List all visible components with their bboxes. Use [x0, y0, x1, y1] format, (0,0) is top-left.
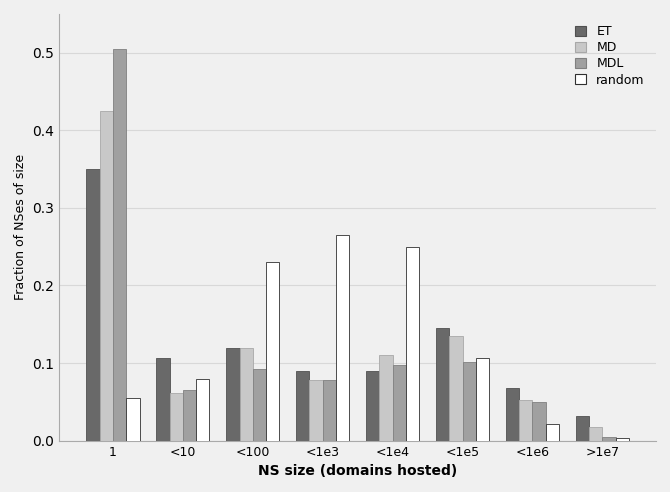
Bar: [296, 371, 310, 441]
Bar: [533, 402, 546, 441]
Bar: [336, 235, 349, 441]
Bar: [240, 347, 253, 441]
Bar: [170, 393, 183, 441]
Bar: [576, 416, 589, 441]
Bar: [546, 424, 559, 441]
Legend: ET, MD, MDL, random: ET, MD, MDL, random: [570, 20, 650, 92]
Bar: [323, 380, 336, 441]
Bar: [476, 358, 489, 441]
Bar: [196, 379, 210, 441]
Bar: [226, 347, 240, 441]
Bar: [406, 246, 419, 441]
Bar: [100, 111, 113, 441]
Y-axis label: Fraction of NSes of size: Fraction of NSes of size: [14, 154, 27, 300]
Bar: [589, 427, 602, 441]
Bar: [113, 49, 126, 441]
Bar: [266, 262, 279, 441]
Bar: [126, 398, 139, 441]
Bar: [379, 355, 393, 441]
Bar: [156, 358, 170, 441]
Bar: [450, 336, 462, 441]
Bar: [602, 437, 616, 441]
Bar: [183, 390, 196, 441]
Bar: [393, 366, 406, 441]
Bar: [519, 400, 533, 441]
Bar: [506, 388, 519, 441]
Bar: [436, 328, 450, 441]
Bar: [462, 362, 476, 441]
Bar: [616, 437, 629, 441]
Bar: [366, 371, 379, 441]
Bar: [310, 380, 323, 441]
Bar: [253, 369, 266, 441]
Bar: [86, 169, 100, 441]
X-axis label: NS size (domains hosted): NS size (domains hosted): [258, 464, 458, 478]
